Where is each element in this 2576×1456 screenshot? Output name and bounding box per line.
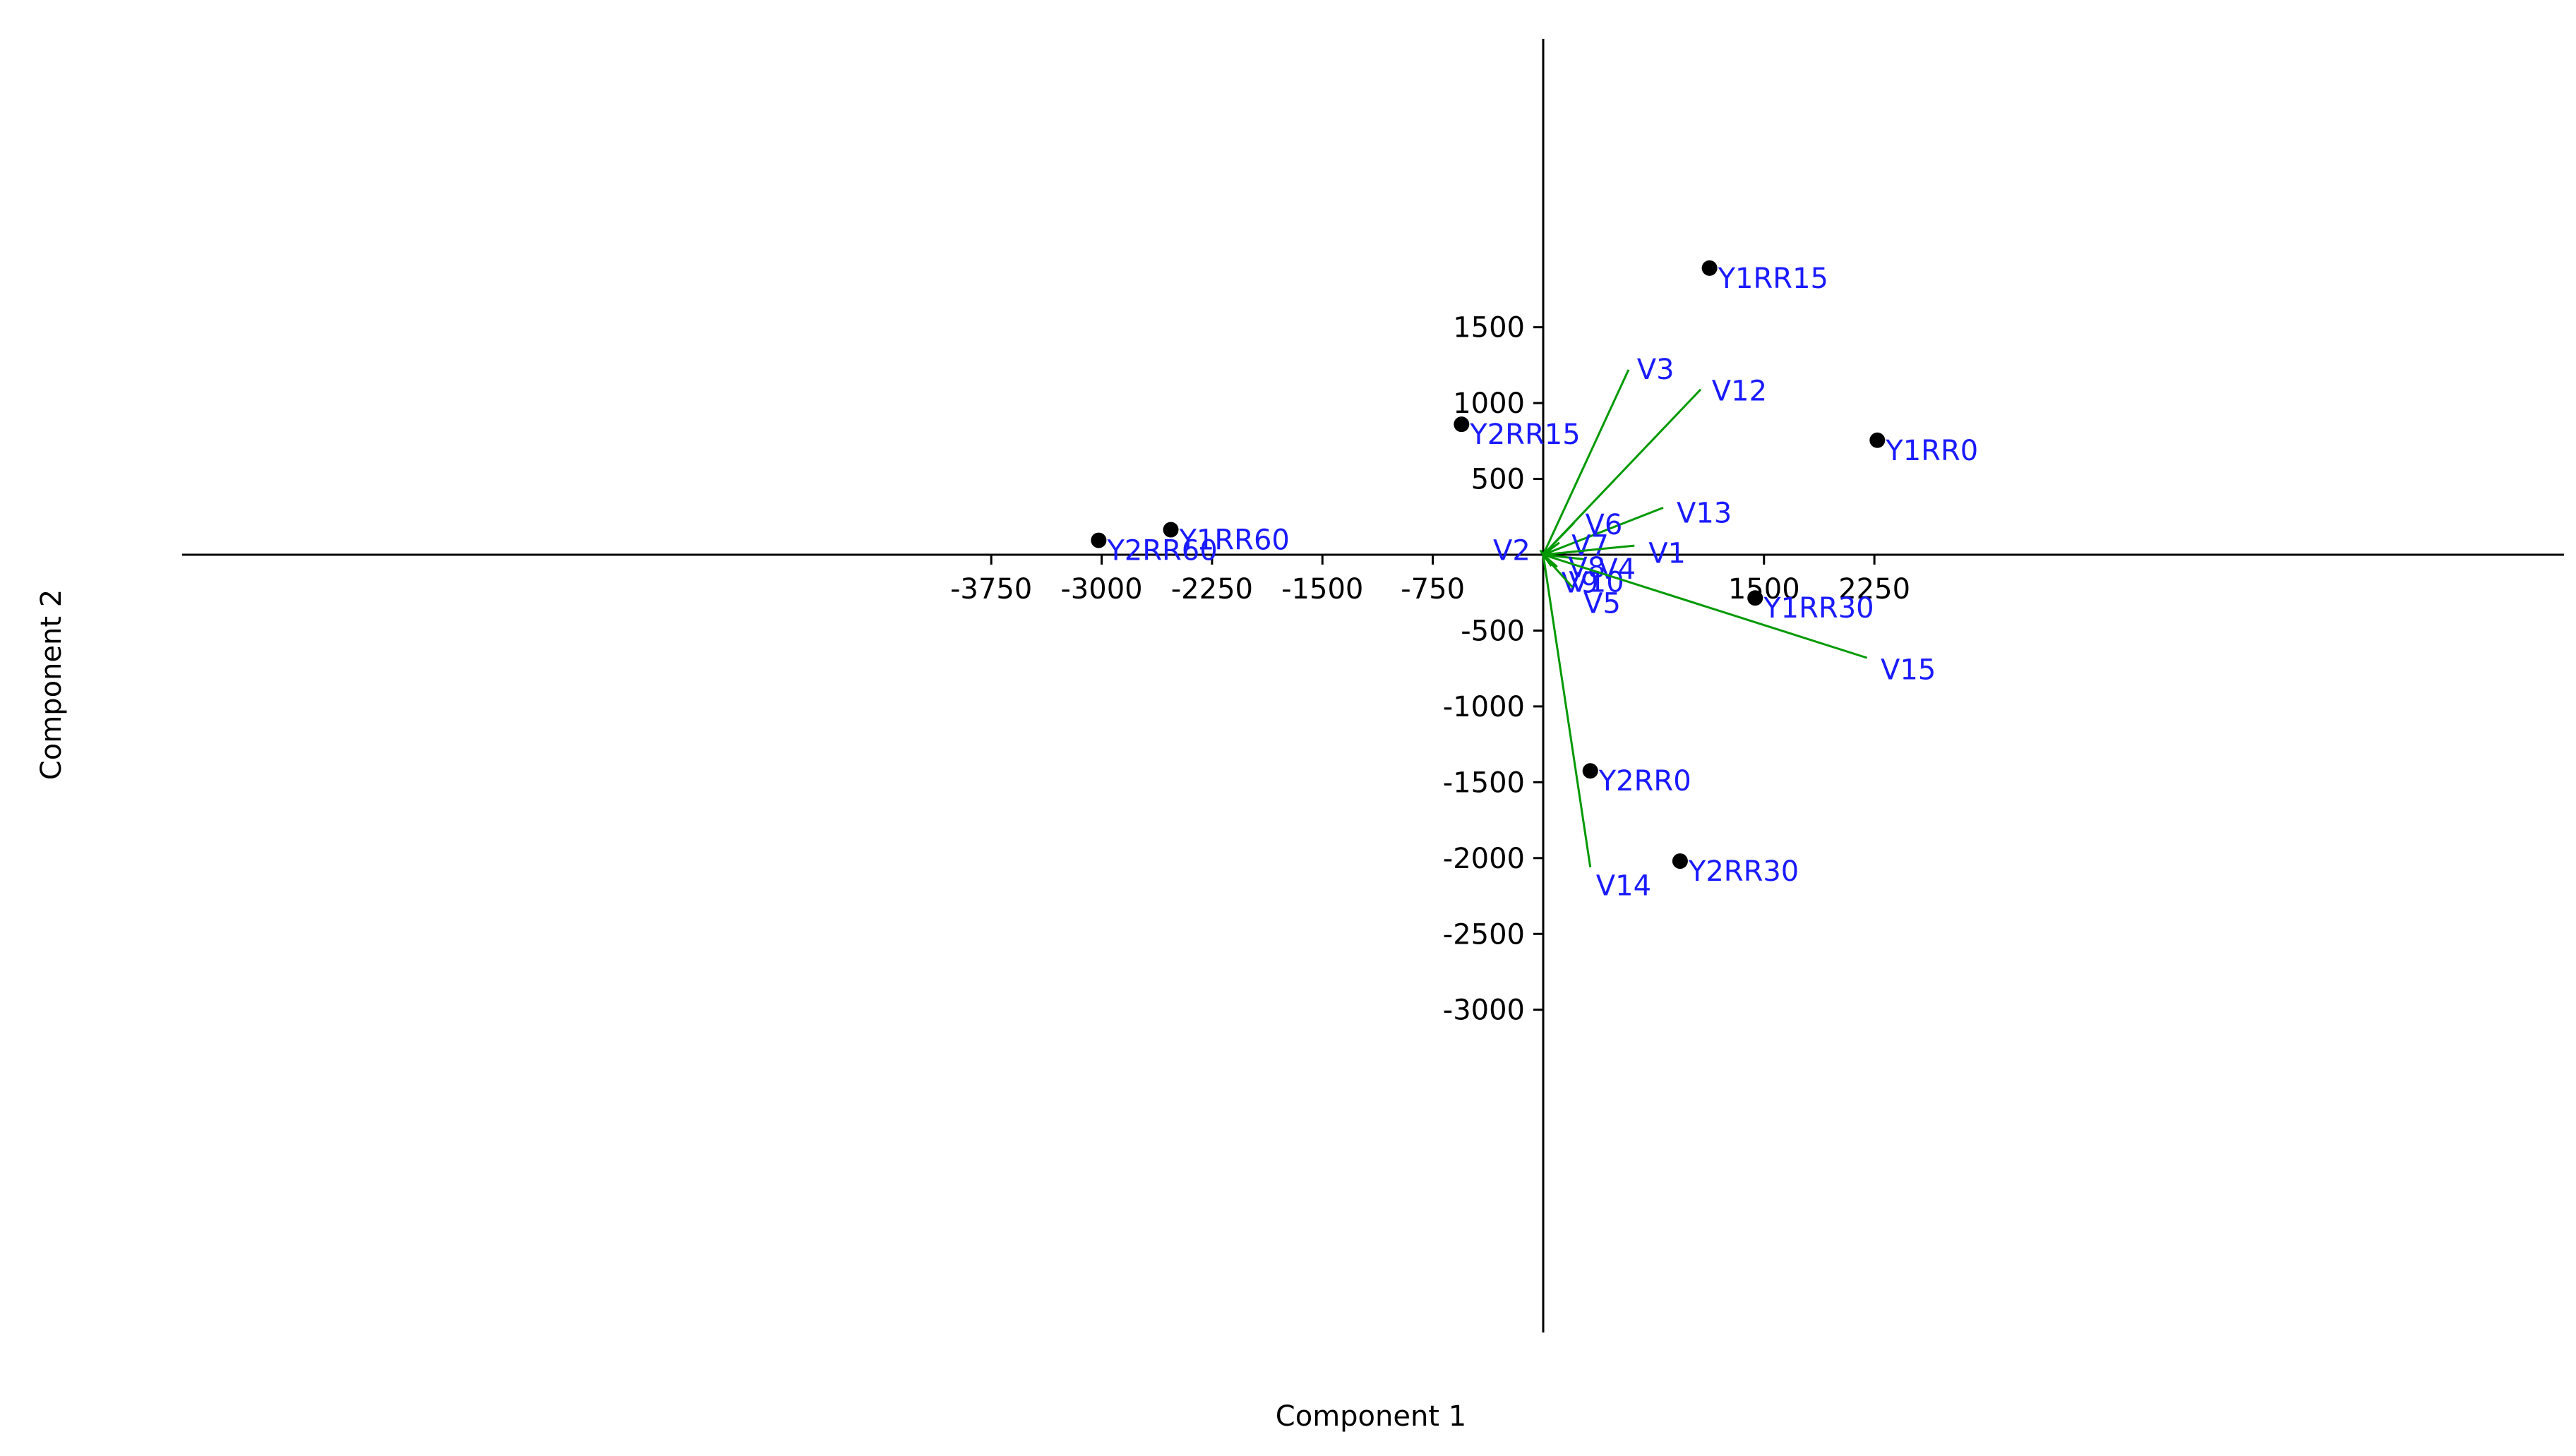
vector-line xyxy=(1542,506,1664,556)
vector-label: V15 xyxy=(1881,654,1936,686)
vector-label: V2 xyxy=(1493,535,1530,567)
vector-label: V5 xyxy=(1583,588,1621,620)
score-point xyxy=(1454,416,1470,433)
y-tick-label: 1500 xyxy=(1453,312,1525,344)
vector-line xyxy=(1542,553,1574,589)
vector-label: V6 xyxy=(1586,509,1623,541)
vector-line xyxy=(1542,541,1560,556)
score-point xyxy=(1747,590,1763,606)
y-tick-label: -2000 xyxy=(1443,843,1525,875)
x-tick-label: -750 xyxy=(1401,573,1465,606)
x-tick-label: -3750 xyxy=(950,573,1032,606)
vector-label: V7 xyxy=(1571,529,1609,562)
vector-line xyxy=(1542,553,1868,659)
vector-line xyxy=(1542,369,1630,555)
vector-line xyxy=(1542,522,1575,556)
vector-line xyxy=(1542,544,1635,556)
score-point-label: Y2RR30 xyxy=(1688,855,1799,888)
y-tick-label: 1000 xyxy=(1453,387,1525,420)
vector-label: V3 xyxy=(1637,354,1675,386)
vector-line xyxy=(1539,549,1545,555)
vector-label: V14 xyxy=(1596,870,1651,903)
score-point-label: Y1RR0 xyxy=(1885,435,1978,467)
y-tick-label: -3000 xyxy=(1443,994,1525,1027)
score-point-label: Y1RR15 xyxy=(1718,263,1828,295)
vector-label: V9 xyxy=(1562,567,1599,600)
y-axis-title: Component 2 xyxy=(35,589,68,780)
vector-label: V4 xyxy=(1598,553,1636,586)
vector-line xyxy=(1542,554,1592,867)
score-point xyxy=(1672,853,1688,870)
score-point-label: Y2RR0 xyxy=(1598,765,1691,798)
y-tick-label: -1500 xyxy=(1443,766,1525,799)
axes xyxy=(182,39,2564,1332)
y-tick-label: 500 xyxy=(1471,464,1525,496)
loading-vectors: V3V12V13V6V7V1V4V8V9V10V2V5V15V14 xyxy=(1493,354,1936,902)
ticks: -3750 -3000 -2250 -1500 -750 1500 2250 1500 1000… xyxy=(950,312,1910,1027)
score-point xyxy=(1582,763,1598,779)
score-point xyxy=(1869,432,1886,448)
x-axis-title: Component 1 xyxy=(1276,1400,1466,1433)
y-tick-label: -500 xyxy=(1461,615,1525,647)
vector-label: V1 xyxy=(1648,538,1686,570)
x-tick-label: -2250 xyxy=(1171,573,1253,606)
y-tick-label: -1000 xyxy=(1443,691,1525,723)
score-point-label: Y1RR30 xyxy=(1763,592,1874,625)
vector-label: V13 xyxy=(1677,497,1732,529)
score-point xyxy=(1701,260,1718,276)
x-tick-label: 2250 xyxy=(1838,573,1910,606)
x-tick-label: -3000 xyxy=(1060,573,1142,606)
score-point-label: Y2RR60 xyxy=(1106,535,1217,567)
vector-label: V12 xyxy=(1712,375,1767,408)
x-tick-label: -1500 xyxy=(1281,573,1363,606)
score-point-label: Y2RR15 xyxy=(1469,419,1580,451)
x-tick-label: 1500 xyxy=(1728,573,1800,606)
score-point xyxy=(1163,522,1179,538)
score-point-label: Y1RR60 xyxy=(1178,524,1289,557)
y-tick-label: -2500 xyxy=(1443,918,1525,951)
score-point xyxy=(1091,532,1107,548)
